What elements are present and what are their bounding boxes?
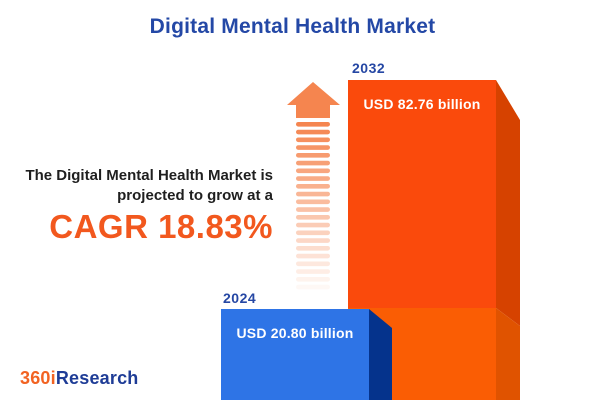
description-line-1: The Digital Mental Health Market is <box>25 167 273 184</box>
growth-arrow-stripes <box>296 122 330 290</box>
logo-text-blue: Research <box>55 368 139 388</box>
page-title: Digital Mental Health Market <box>149 15 436 38</box>
description-block: The Digital Mental Health Market is proj… <box>25 166 273 245</box>
logo-360iresearch: 360iResearch <box>20 368 139 389</box>
cagr-value: CAGR 18.83% <box>49 208 273 245</box>
year-label-2024: 2024 <box>223 290 257 306</box>
logo-text-orange: 360i <box>20 368 56 388</box>
bar-2024-front <box>221 309 369 400</box>
year-label-2032: 2032 <box>352 60 386 76</box>
description-line-2: projected to grow at a <box>117 187 273 204</box>
bar-2032-front <box>348 80 496 308</box>
growth-up-arrow-icon <box>287 82 340 118</box>
bar-value-2032: USD 82.76 billion <box>363 96 481 112</box>
bar-2032-base-side <box>496 308 520 400</box>
bar-2024-side <box>369 309 392 400</box>
bar-2032-side <box>496 80 520 326</box>
bar-value-2024: USD 20.80 billion <box>236 325 354 341</box>
